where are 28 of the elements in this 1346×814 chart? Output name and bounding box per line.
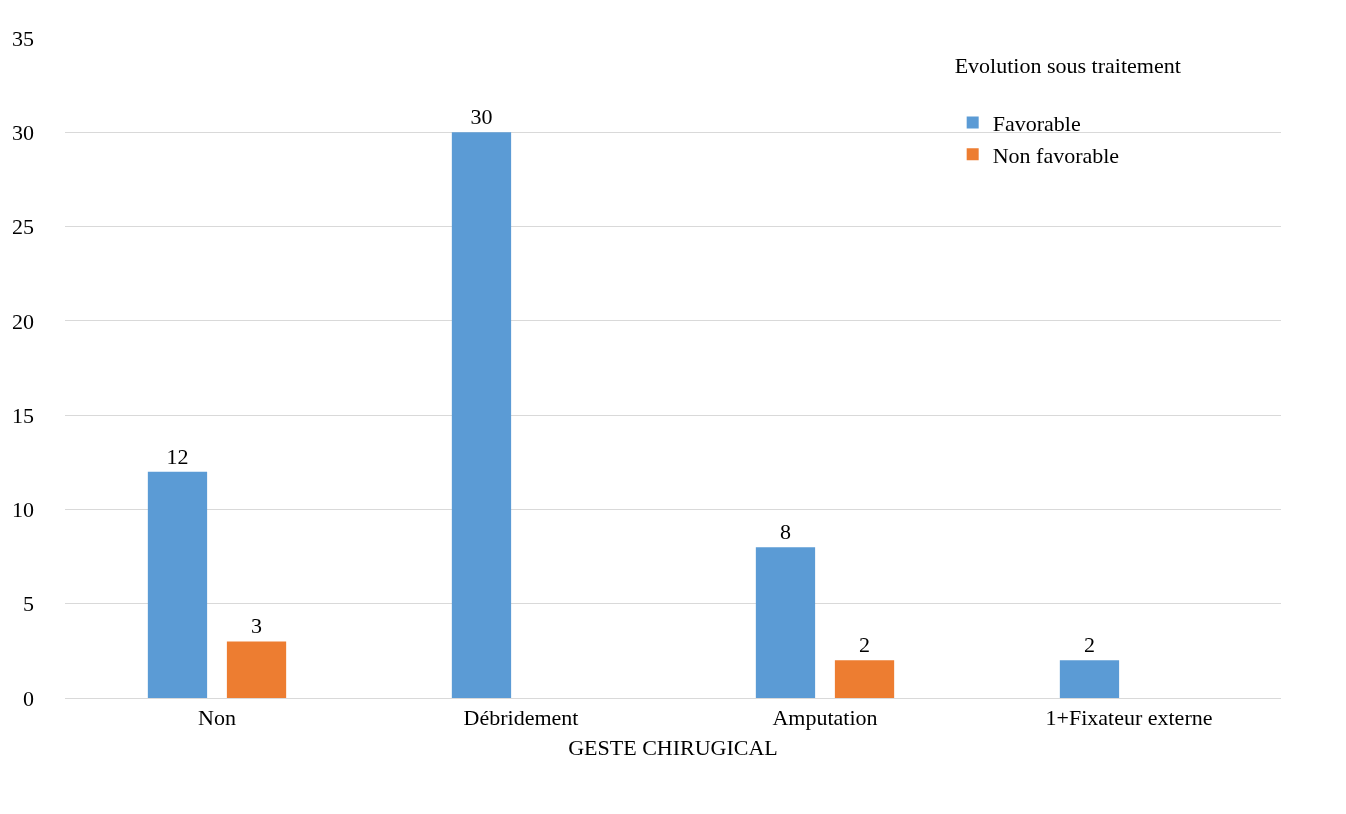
- data-label: 2: [859, 632, 871, 658]
- data-label: 30: [470, 104, 493, 130]
- bar: [755, 547, 816, 698]
- y-tick-label: 30: [12, 119, 34, 145]
- y-tick-label: 15: [12, 402, 34, 428]
- y-tick-label: 35: [12, 25, 34, 51]
- data-label: 3: [251, 613, 263, 639]
- bar: [147, 471, 208, 698]
- data-label: 12: [166, 443, 189, 469]
- legend-label: Favorable: [992, 111, 1081, 137]
- bar: [834, 660, 895, 698]
- y-tick-label: 0: [23, 685, 34, 711]
- y-tick-label: 10: [12, 497, 34, 523]
- x-tick-label: 1+Fixateur externe: [1045, 705, 1213, 731]
- legend-label: Non favorable: [992, 142, 1120, 168]
- x-tick-label: Amputation: [772, 705, 878, 731]
- legend-title: Evolution sous traitement: [954, 53, 1181, 79]
- y-tick-label: 5: [23, 591, 34, 617]
- y-tick-label: 20: [12, 308, 34, 334]
- data-label: 8: [779, 519, 791, 545]
- x-tick-label: Non: [198, 705, 236, 731]
- x-axis-title: GESTE CHIRUGICAL: [568, 735, 778, 761]
- data-label: 2: [1083, 632, 1095, 658]
- bar: [226, 641, 287, 698]
- bar: [1059, 660, 1120, 698]
- bar: [451, 132, 512, 698]
- y-tick-label: 25: [12, 214, 34, 240]
- x-tick-label: Débridement: [463, 705, 579, 731]
